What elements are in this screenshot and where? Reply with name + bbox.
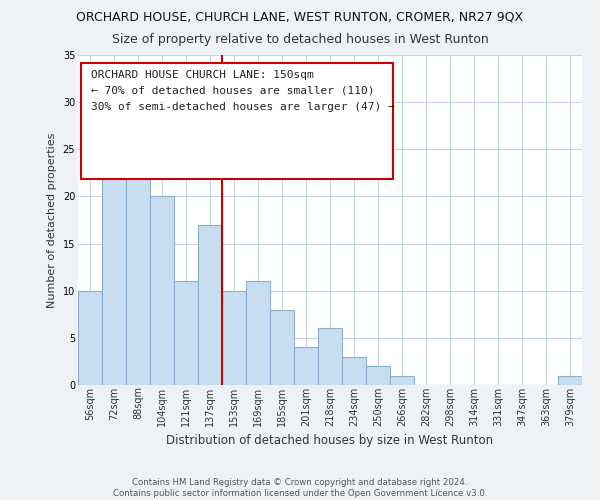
Text: ORCHARD HOUSE, CHURCH LANE, WEST RUNTON, CROMER, NR27 9QX: ORCHARD HOUSE, CHURCH LANE, WEST RUNTON,…: [76, 10, 524, 23]
Y-axis label: Number of detached properties: Number of detached properties: [47, 132, 57, 308]
Bar: [78, 290, 102, 385]
Bar: [174, 282, 198, 385]
Bar: [390, 376, 414, 385]
Bar: [246, 282, 270, 385]
Bar: [198, 224, 222, 385]
Bar: [150, 196, 174, 385]
FancyBboxPatch shape: [80, 63, 393, 179]
Bar: [270, 310, 294, 385]
X-axis label: Distribution of detached houses by size in West Runton: Distribution of detached houses by size …: [166, 434, 494, 447]
Bar: [222, 290, 246, 385]
Bar: [342, 356, 366, 385]
Bar: [126, 112, 150, 385]
Bar: [294, 348, 318, 385]
Bar: [102, 140, 126, 385]
Text: ORCHARD HOUSE CHURCH LANE: 150sqm: ORCHARD HOUSE CHURCH LANE: 150sqm: [91, 70, 313, 80]
Text: 30% of semi-detached houses are larger (47) →: 30% of semi-detached houses are larger (…: [91, 102, 394, 112]
Text: Size of property relative to detached houses in West Runton: Size of property relative to detached ho…: [112, 32, 488, 46]
Text: ← 70% of detached houses are smaller (110): ← 70% of detached houses are smaller (11…: [91, 86, 374, 96]
Bar: [366, 366, 390, 385]
Text: Contains HM Land Registry data © Crown copyright and database right 2024.
Contai: Contains HM Land Registry data © Crown c…: [113, 478, 487, 498]
Bar: [558, 376, 582, 385]
Bar: [318, 328, 342, 385]
